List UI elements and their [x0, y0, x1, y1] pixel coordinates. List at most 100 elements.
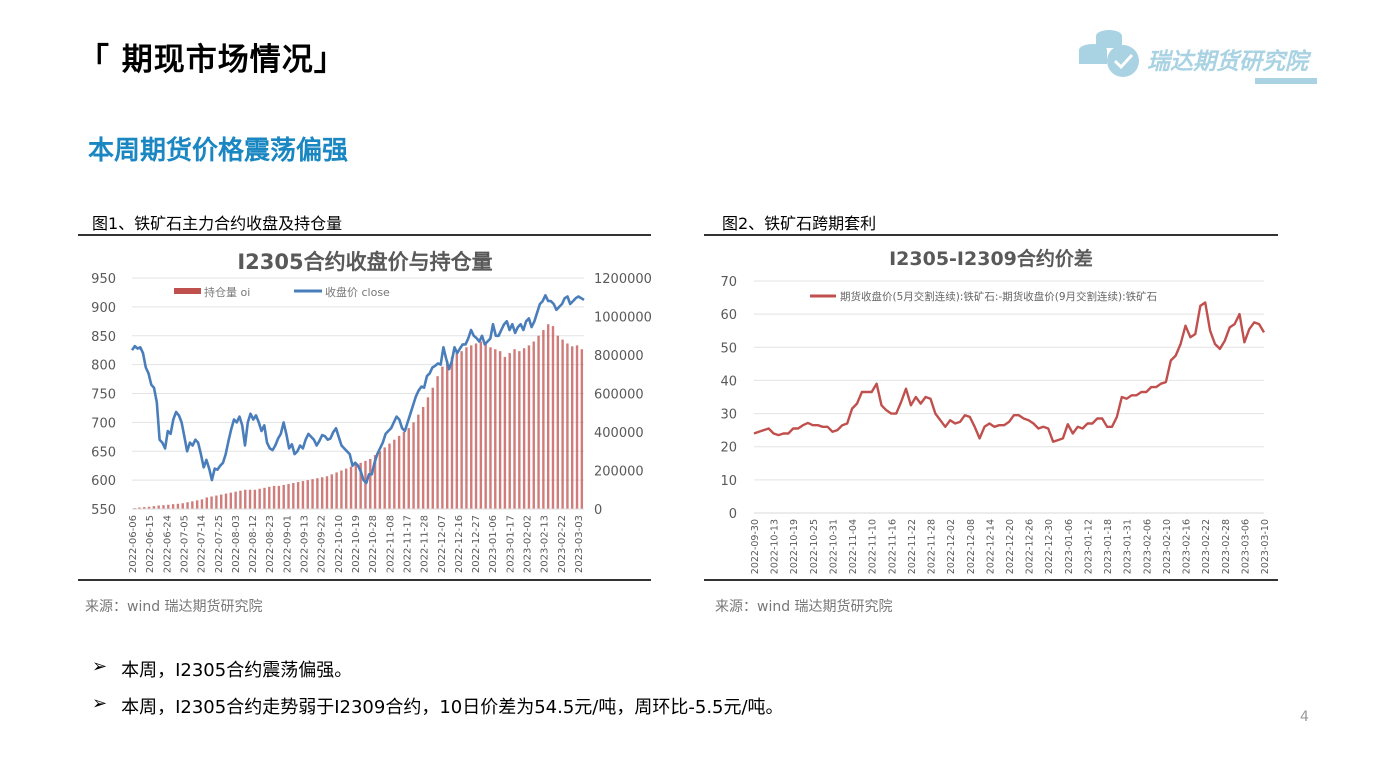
oi-bar: [489, 347, 492, 509]
oi-bar: [272, 485, 276, 509]
x-tick-label: 2023-02-06: [1142, 519, 1153, 574]
oi-bar: [215, 495, 218, 509]
oi-bar: [436, 376, 439, 509]
oi-bar: [393, 439, 396, 509]
x-tick-label: 2022-09-30: [750, 519, 761, 574]
oi-bar: [460, 351, 463, 509]
oi-bar: [152, 506, 156, 509]
oi-bar: [566, 343, 569, 509]
oi-bar: [253, 489, 257, 509]
oi-bar: [143, 507, 146, 509]
oi-bar: [171, 504, 175, 509]
oi-bar: [537, 335, 540, 509]
x-tick-label: 2022-11-16: [887, 519, 898, 574]
oi-bar: [349, 466, 353, 509]
oi-bar: [412, 422, 415, 509]
oi-bar: [162, 505, 165, 509]
oi-bar: [450, 356, 454, 509]
y-right-tick-label: 600000: [594, 388, 644, 403]
oi-bar: [181, 503, 184, 509]
oi-bar: [268, 486, 271, 509]
legend-swatch-oi: [174, 288, 201, 294]
oi-bar: [191, 501, 194, 509]
oi-bar: [316, 478, 319, 509]
x-tick-label: 2022-08-23: [265, 515, 276, 573]
oi-bar: [325, 476, 329, 509]
oi-bar: [397, 435, 401, 509]
oi-bar: [195, 500, 199, 509]
oi-bar: [200, 499, 204, 509]
x-tick-label: 2022-11-28: [420, 515, 431, 573]
x-tick-label: 2023-03-06: [1240, 519, 1251, 574]
oi-bar: [402, 432, 406, 509]
y-right-tick-label: 1200000: [594, 272, 651, 287]
oi-bar: [301, 481, 305, 509]
x-tick-label: 2022-06-24: [162, 515, 173, 573]
oi-bar: [296, 482, 300, 509]
slide-title: 「 期现市场情况」: [78, 42, 346, 78]
chart2-container: 0 10 20 30 40 50 60 70 I2305-I2309合约价差 期货收盘价(5月交割…: [704, 234, 1278, 581]
figure2-caption: 图2、铁矿石跨期套利: [722, 214, 877, 233]
oi-bar: [551, 326, 555, 509]
oi-bar: [518, 351, 521, 509]
chart1-container: 550 600 650 700 750 800 850 900 950 0 200000 400000…: [78, 234, 652, 581]
bullet-marker: ➢: [92, 656, 108, 677]
y-tick-label: 10: [720, 474, 737, 489]
x-tick-label: 2023-01-06: [488, 515, 499, 573]
x-tick-label: 2022-12-07: [437, 515, 448, 573]
oi-bar: [465, 347, 468, 509]
x-tick-label: 2022-10-28: [368, 515, 379, 573]
oi-bar: [479, 341, 483, 509]
oi-bar: [494, 349, 497, 509]
oi-bar: [426, 397, 430, 509]
y-tick-label: 70: [720, 275, 737, 290]
y-tick-label: 60: [720, 308, 737, 323]
x-tick-label: 2023-01-12: [1083, 519, 1094, 574]
oi-bar: [508, 353, 511, 509]
oi-bar: [311, 479, 314, 509]
oi-bar: [571, 346, 574, 509]
oi-bar: [210, 496, 213, 509]
x-tick-label: 2022-10-31: [828, 519, 839, 574]
x-tick-label: 2022-07-25: [214, 515, 225, 573]
y-left-tick-label: 600: [91, 474, 116, 489]
y-right-tick-label: 400000: [594, 426, 644, 441]
y-left-tick-label: 850: [91, 330, 116, 345]
y-left-tick-label: 950: [91, 272, 116, 287]
oi-bar: [167, 504, 170, 509]
x-tick-label: 2022-12-30: [1044, 519, 1055, 574]
oi-bar: [513, 349, 516, 509]
oi-bar: [306, 480, 309, 509]
x-tick-label: 2023-03-03: [574, 515, 585, 573]
x-tick-label: 2022-08-12: [248, 515, 259, 573]
oi-bar: [330, 474, 333, 509]
x-tick-label: 2022-10-10: [334, 515, 345, 573]
x-tick-label: 2023-02-16: [1182, 519, 1193, 574]
oi-bar: [522, 348, 526, 509]
oi-bar: [556, 335, 559, 509]
oi-bar: [561, 339, 564, 509]
oi-bar: [138, 507, 141, 509]
oi-bar: [229, 492, 233, 509]
oi-bar: [503, 356, 507, 509]
x-tick-label: 2022-06-15: [145, 515, 156, 573]
section-subtitle: 本周期货价格震荡偏强: [88, 136, 349, 166]
oi-bar: [474, 343, 478, 509]
x-tick-label: 2022-12-02: [946, 519, 957, 574]
oi-bar: [575, 345, 579, 509]
x-tick-label: 2023-02-02: [523, 515, 534, 573]
y-tick-label: 40: [720, 374, 737, 389]
y-left-tick-label: 650: [91, 445, 116, 460]
oi-bar: [359, 462, 362, 509]
x-tick-label: 2022-12-27: [471, 515, 482, 573]
y-right-tick-label: 800000: [594, 349, 644, 364]
oi-bar: [470, 345, 473, 509]
x-tick-label: 2022-12-14: [985, 519, 996, 574]
x-tick-label: 2022-11-22: [907, 519, 918, 574]
bullet-text: 本周，I2305合约震荡偏强。: [121, 660, 353, 681]
oi-bar: [445, 360, 449, 509]
x-tick-label: 2023-02-10: [1162, 519, 1173, 574]
spread-line: [753, 301, 1266, 443]
oi-bar: [388, 443, 391, 509]
y-right-tick-label: 1000000: [594, 311, 651, 326]
